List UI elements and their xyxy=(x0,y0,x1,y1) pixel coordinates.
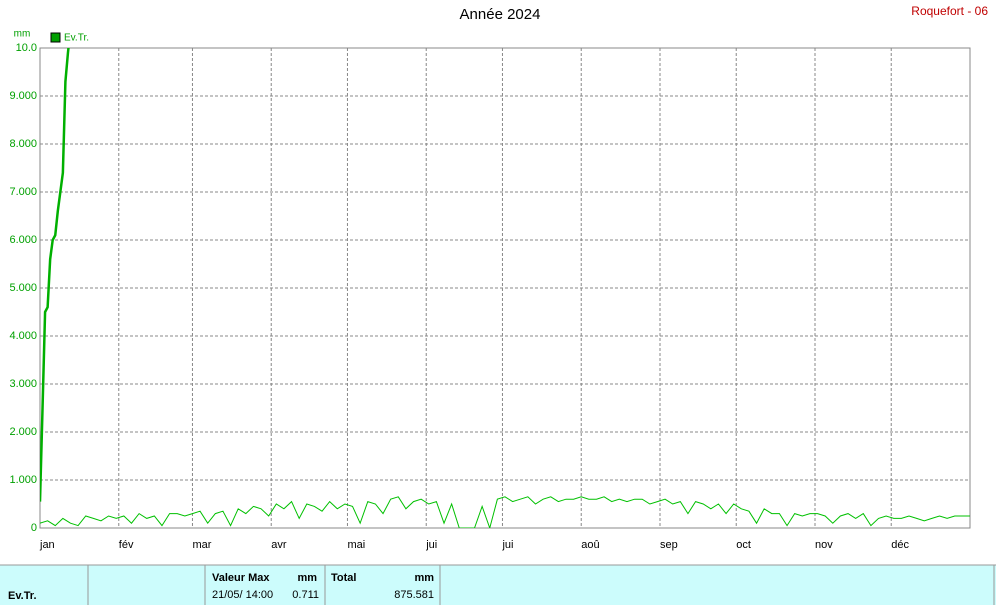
series-line xyxy=(40,48,70,502)
x-tick-label: aoû xyxy=(581,539,599,551)
table-lines xyxy=(0,564,996,605)
y-tick-label: 6.000 xyxy=(9,234,37,246)
x-tick-label: fév xyxy=(119,539,134,551)
max-header: Valeur Max xyxy=(212,572,270,584)
station: Roquefort - 06 xyxy=(911,4,988,18)
x-tick-label: jan xyxy=(39,539,55,551)
max-unit: mm xyxy=(297,572,317,584)
max-date: 21/05/ 14:00 xyxy=(212,589,273,601)
row-label: Ev.Tr. xyxy=(8,590,37,602)
y-tick-label: 0 xyxy=(31,522,37,534)
x-tick-label: jui xyxy=(425,539,437,551)
y-tick-label: 3.000 xyxy=(9,378,37,390)
x-tick-label: sep xyxy=(660,539,678,551)
table-band xyxy=(0,565,996,605)
y-tick-label: 5.000 xyxy=(9,282,37,294)
y-tick-label: 7.000 xyxy=(9,186,37,198)
x-tick-label: jui xyxy=(501,539,513,551)
y-tick-label: 2.000 xyxy=(9,426,37,438)
series-line xyxy=(40,496,970,528)
chart-title: Année 2024 xyxy=(460,6,541,23)
y-tick-label: 9.000 xyxy=(9,90,37,102)
total-unit: mm xyxy=(414,572,434,584)
x-tick-label: mai xyxy=(347,539,365,551)
y-unit: mm xyxy=(14,29,31,40)
y-tick-label: 8.000 xyxy=(9,138,37,150)
x-tick-label: déc xyxy=(891,539,909,551)
y-tick-label: 1.000 xyxy=(9,474,37,486)
x-tick-label: nov xyxy=(815,539,833,551)
x-tick-label: avr xyxy=(271,539,287,551)
x-tick-label: mar xyxy=(192,539,211,551)
max-value: 0.711 xyxy=(292,589,319,601)
y-tick-label: 4.000 xyxy=(9,330,37,342)
x-tick-label: oct xyxy=(736,539,751,551)
legend-swatch xyxy=(50,32,61,43)
y-tick-label: 10.0 xyxy=(16,42,37,54)
total-value: 875.581 xyxy=(394,589,434,601)
total-header: Total xyxy=(331,572,356,584)
legend-label: Ev.Tr. xyxy=(64,33,89,44)
